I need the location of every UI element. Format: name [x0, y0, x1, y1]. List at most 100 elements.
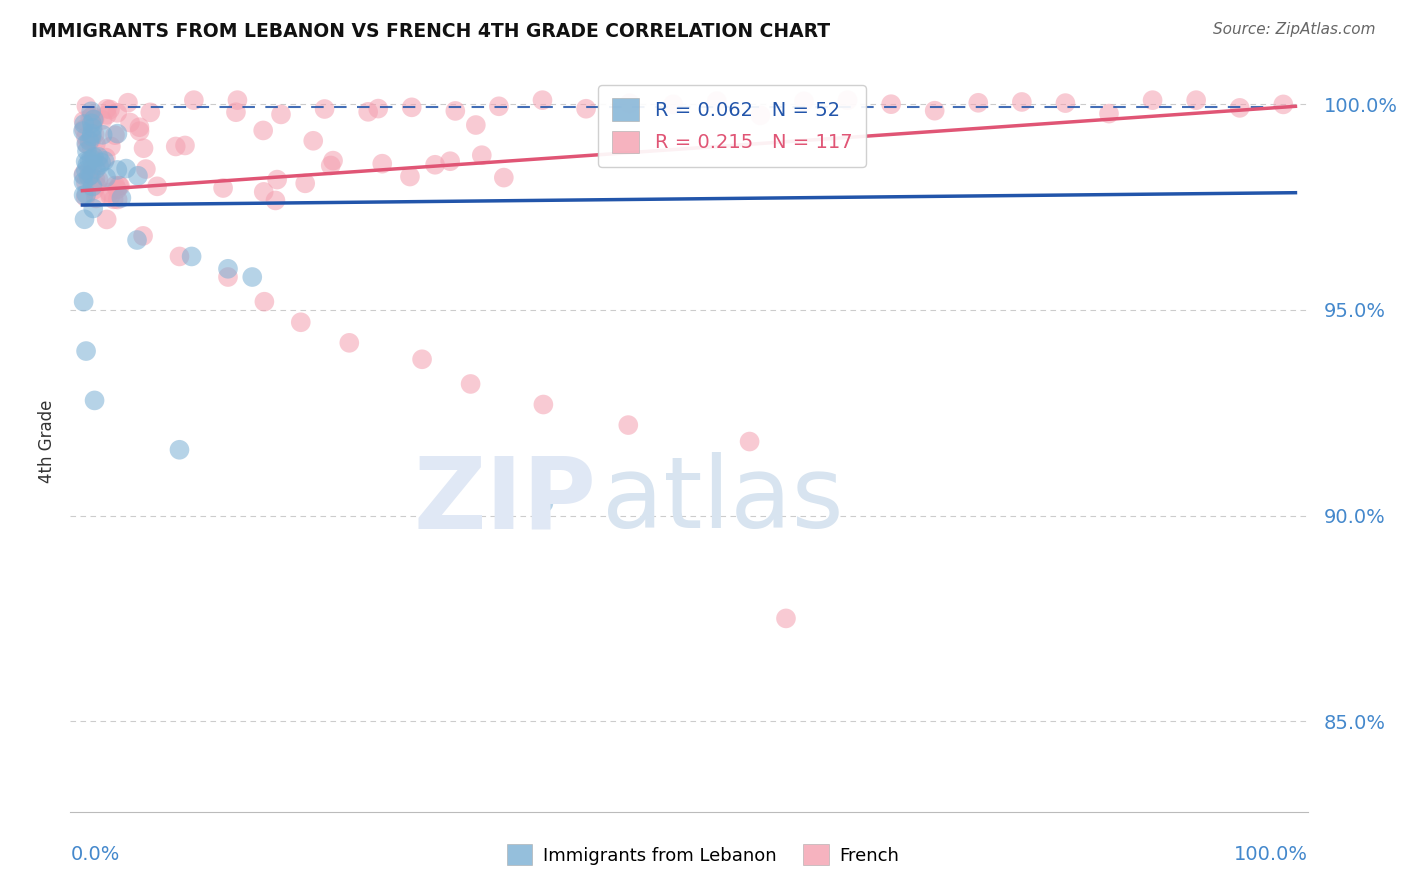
Point — [72, 175, 94, 189]
Point — [98, 103, 121, 117]
Point — [75, 176, 97, 190]
Point — [128, 120, 150, 135]
Point — [82, 120, 104, 135]
Point — [75, 344, 97, 359]
Point — [80, 140, 103, 154]
Point — [84, 172, 107, 186]
Point — [94, 151, 117, 165]
Point — [127, 169, 149, 183]
Y-axis label: 4th Grade: 4th Grade — [38, 400, 56, 483]
Point — [294, 177, 316, 191]
Point — [464, 118, 486, 132]
Point — [84, 162, 107, 177]
Point — [75, 187, 97, 202]
Point — [169, 442, 191, 457]
Point — [924, 103, 946, 118]
Point — [86, 178, 108, 193]
Point — [1272, 97, 1295, 112]
Point — [120, 115, 142, 129]
Text: 100.0%: 100.0% — [1233, 845, 1308, 864]
Point — [75, 154, 97, 169]
Text: 0.0%: 0.0% — [70, 845, 120, 864]
Point — [75, 130, 97, 145]
Point — [82, 202, 104, 216]
Point — [183, 93, 205, 107]
Point — [83, 150, 105, 164]
Point — [80, 168, 103, 182]
Point — [146, 179, 169, 194]
Point — [132, 141, 155, 155]
Point — [1185, 93, 1208, 107]
Point — [84, 191, 107, 205]
Point — [76, 144, 98, 158]
Text: Source: ZipAtlas.com: Source: ZipAtlas.com — [1212, 22, 1375, 37]
Point — [619, 96, 641, 111]
Point — [270, 107, 292, 121]
Point — [80, 133, 103, 147]
Point — [492, 170, 515, 185]
Point — [749, 108, 772, 122]
Point — [439, 154, 461, 169]
Point — [793, 95, 815, 109]
Point — [290, 315, 312, 329]
Point — [83, 393, 105, 408]
Point — [80, 152, 103, 166]
Point — [371, 156, 394, 170]
Point — [96, 108, 118, 122]
Point — [105, 182, 128, 196]
Point — [401, 100, 423, 114]
Point — [93, 153, 115, 168]
Point — [103, 192, 125, 206]
Point — [79, 134, 101, 148]
Point — [125, 233, 148, 247]
Text: atlas: atlas — [602, 452, 844, 549]
Point — [104, 128, 127, 143]
Point — [87, 158, 110, 172]
Point — [264, 194, 287, 208]
Point — [75, 190, 97, 204]
Point — [107, 193, 129, 207]
Point — [72, 168, 94, 182]
Point — [96, 212, 118, 227]
Point — [322, 153, 344, 168]
Point — [75, 136, 97, 151]
Point — [83, 183, 105, 197]
Point — [837, 93, 859, 107]
Point — [128, 124, 150, 138]
Point — [79, 168, 101, 182]
Point — [488, 99, 510, 113]
Point — [105, 105, 128, 120]
Point — [107, 127, 129, 141]
Point — [399, 169, 422, 184]
Point — [75, 163, 97, 178]
Point — [79, 153, 101, 168]
Point — [575, 102, 598, 116]
Point — [423, 158, 446, 172]
Point — [73, 117, 96, 131]
Legend: R = 0.062   N = 52, R = 0.215   N = 117: R = 0.062 N = 52, R = 0.215 N = 117 — [599, 85, 866, 167]
Point — [100, 139, 122, 153]
Point — [266, 172, 288, 186]
Point — [117, 95, 139, 110]
Point — [91, 128, 114, 142]
Point — [82, 179, 104, 194]
Point — [319, 159, 342, 173]
Point — [104, 178, 127, 193]
Point — [87, 173, 110, 187]
Point — [83, 112, 105, 127]
Point — [73, 212, 96, 227]
Point — [880, 97, 903, 112]
Point — [108, 179, 131, 194]
Point — [94, 170, 117, 185]
Point — [411, 352, 433, 367]
Point — [82, 161, 104, 176]
Point — [91, 112, 114, 127]
Point — [706, 94, 728, 108]
Point — [76, 137, 98, 152]
Point — [225, 105, 247, 120]
Point — [83, 112, 105, 127]
Point — [80, 104, 103, 119]
Point — [139, 105, 162, 120]
Point — [72, 124, 94, 138]
Point — [217, 270, 239, 285]
